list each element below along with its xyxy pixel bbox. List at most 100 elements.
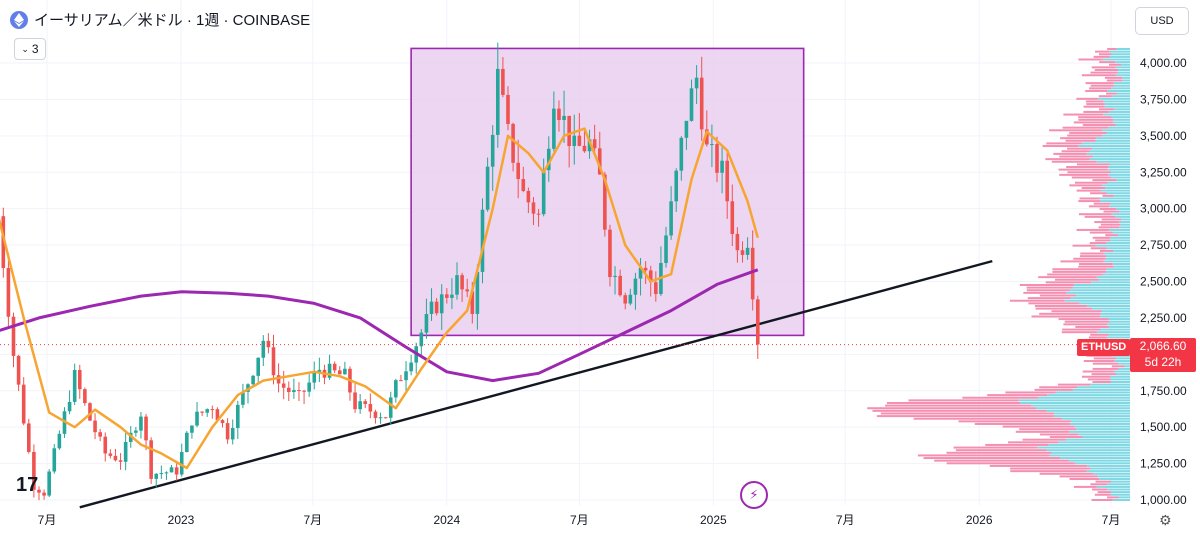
candle-body [710, 144, 714, 146]
candle [373, 409, 378, 424]
volume-bar-down [1092, 362, 1119, 365]
symbol-title: イーサリアム／米ドル · 1週 · COINBASE [34, 12, 311, 29]
volume-bar-up [1100, 315, 1130, 318]
currency-button[interactable]: USD [1135, 7, 1189, 35]
candle [705, 110, 709, 147]
volume-bar-down [985, 443, 1049, 446]
symbol-price-label: ETHUSD [1077, 339, 1131, 356]
volume-bar-up [1082, 436, 1130, 439]
volume-bar-up [1106, 255, 1130, 258]
candle-body [241, 391, 245, 405]
candle [179, 443, 184, 477]
candle-body [455, 275, 459, 295]
volume-bar-up [1116, 207, 1130, 210]
candle-body [42, 492, 46, 496]
candle-body [654, 282, 658, 295]
volume-bar-up [1089, 150, 1130, 153]
candle-body [195, 411, 199, 426]
trendline-layer[interactable] [79, 259, 993, 509]
candle [169, 465, 174, 473]
volume-bar-up [1108, 126, 1130, 129]
volume-bar-up [1103, 252, 1130, 255]
candle [608, 224, 612, 287]
candle-body [445, 294, 449, 298]
volume-bar-down [1062, 126, 1109, 129]
volume-bar-down [1092, 381, 1111, 384]
volume-bar-down [1028, 302, 1079, 305]
indicators-toggle-button[interactable]: ⌄ 3 [14, 38, 46, 60]
candle [139, 411, 143, 439]
volume-bar-up [1110, 176, 1130, 179]
volume-bar-up [1113, 194, 1130, 197]
candle-body [689, 88, 694, 121]
volume-bar-down [908, 399, 1019, 402]
candle [159, 465, 164, 479]
symbol-header[interactable]: イーサリアム／米ドル · 1週 · COINBASE [10, 9, 310, 30]
candle [735, 227, 740, 263]
candle-body [302, 390, 306, 392]
candle [32, 444, 36, 498]
volume-bar-up [1111, 171, 1130, 174]
candle-body [200, 411, 204, 413]
gear-icon[interactable]: ⚙ [1159, 512, 1172, 528]
volume-bar-down [955, 449, 1047, 452]
volume-bar-down [1089, 242, 1107, 245]
candle [271, 334, 276, 385]
candle [445, 288, 449, 304]
volume-bar-up [1095, 244, 1130, 247]
tradingview-logo[interactable]: 17 [16, 474, 39, 496]
volume-bar-down [1105, 234, 1118, 237]
candle-body [557, 108, 561, 121]
candle-body [230, 427, 235, 440]
lightning-icon[interactable]: ⚡ [740, 481, 768, 509]
candle-body [495, 68, 500, 135]
candle [485, 157, 490, 212]
volume-bar-down [1058, 318, 1109, 321]
volume-bar-down [1054, 278, 1100, 281]
price-axis[interactable]: 1,000.001,250.001,500.001,750.002,000.00… [1140, 56, 1187, 507]
time-axis-label: 7月 [38, 513, 57, 527]
volume-bar-down [1093, 55, 1110, 58]
candle [480, 198, 485, 284]
candle [521, 166, 526, 193]
volume-bar-up [1110, 480, 1130, 483]
candle [710, 124, 714, 168]
volume-bar-up [1110, 375, 1130, 378]
volume-bar-up [1092, 147, 1130, 150]
volume-bar-up [1118, 496, 1130, 499]
volume-bar-down [1099, 207, 1117, 210]
candle [582, 130, 587, 153]
price-axis-label: 3,250.00 [1140, 165, 1187, 179]
candle [638, 258, 643, 296]
candle-body [312, 372, 317, 383]
candle-body [215, 409, 220, 421]
candle [241, 383, 245, 409]
volume-bar-up [1092, 155, 1130, 158]
volume-bar-down [886, 401, 1020, 404]
volume-bar-up [1019, 401, 1130, 404]
candle-body [603, 174, 607, 230]
volume-bar-up [1113, 84, 1130, 87]
volume-bar-down [989, 464, 1088, 467]
candle-body [368, 404, 373, 412]
volume-bar-down [1082, 370, 1115, 373]
volume-bar-down [1071, 176, 1111, 179]
candle-body [674, 170, 679, 202]
volume-bar-down [1078, 118, 1114, 121]
volume-bar-up [1111, 213, 1130, 216]
volume-bar-down [1098, 108, 1115, 111]
candle [42, 489, 46, 500]
volume-bar-up [1115, 74, 1130, 77]
volume-bar-down [1091, 66, 1116, 69]
volume-bar-up [1120, 223, 1130, 226]
volume-bar-down [1107, 496, 1119, 499]
volume-bar-down [1090, 84, 1114, 87]
time-axis[interactable]: 7月 2023 7月 2024 7月 2025 7月 2026 7月 [38, 513, 1121, 527]
volume-bar-down [1082, 124, 1116, 127]
candle-body [72, 369, 77, 402]
volume-bar-down [1103, 210, 1120, 213]
volume-bar-up [1068, 459, 1130, 462]
volume-bar-up [1106, 192, 1130, 195]
candle-body [531, 202, 536, 214]
